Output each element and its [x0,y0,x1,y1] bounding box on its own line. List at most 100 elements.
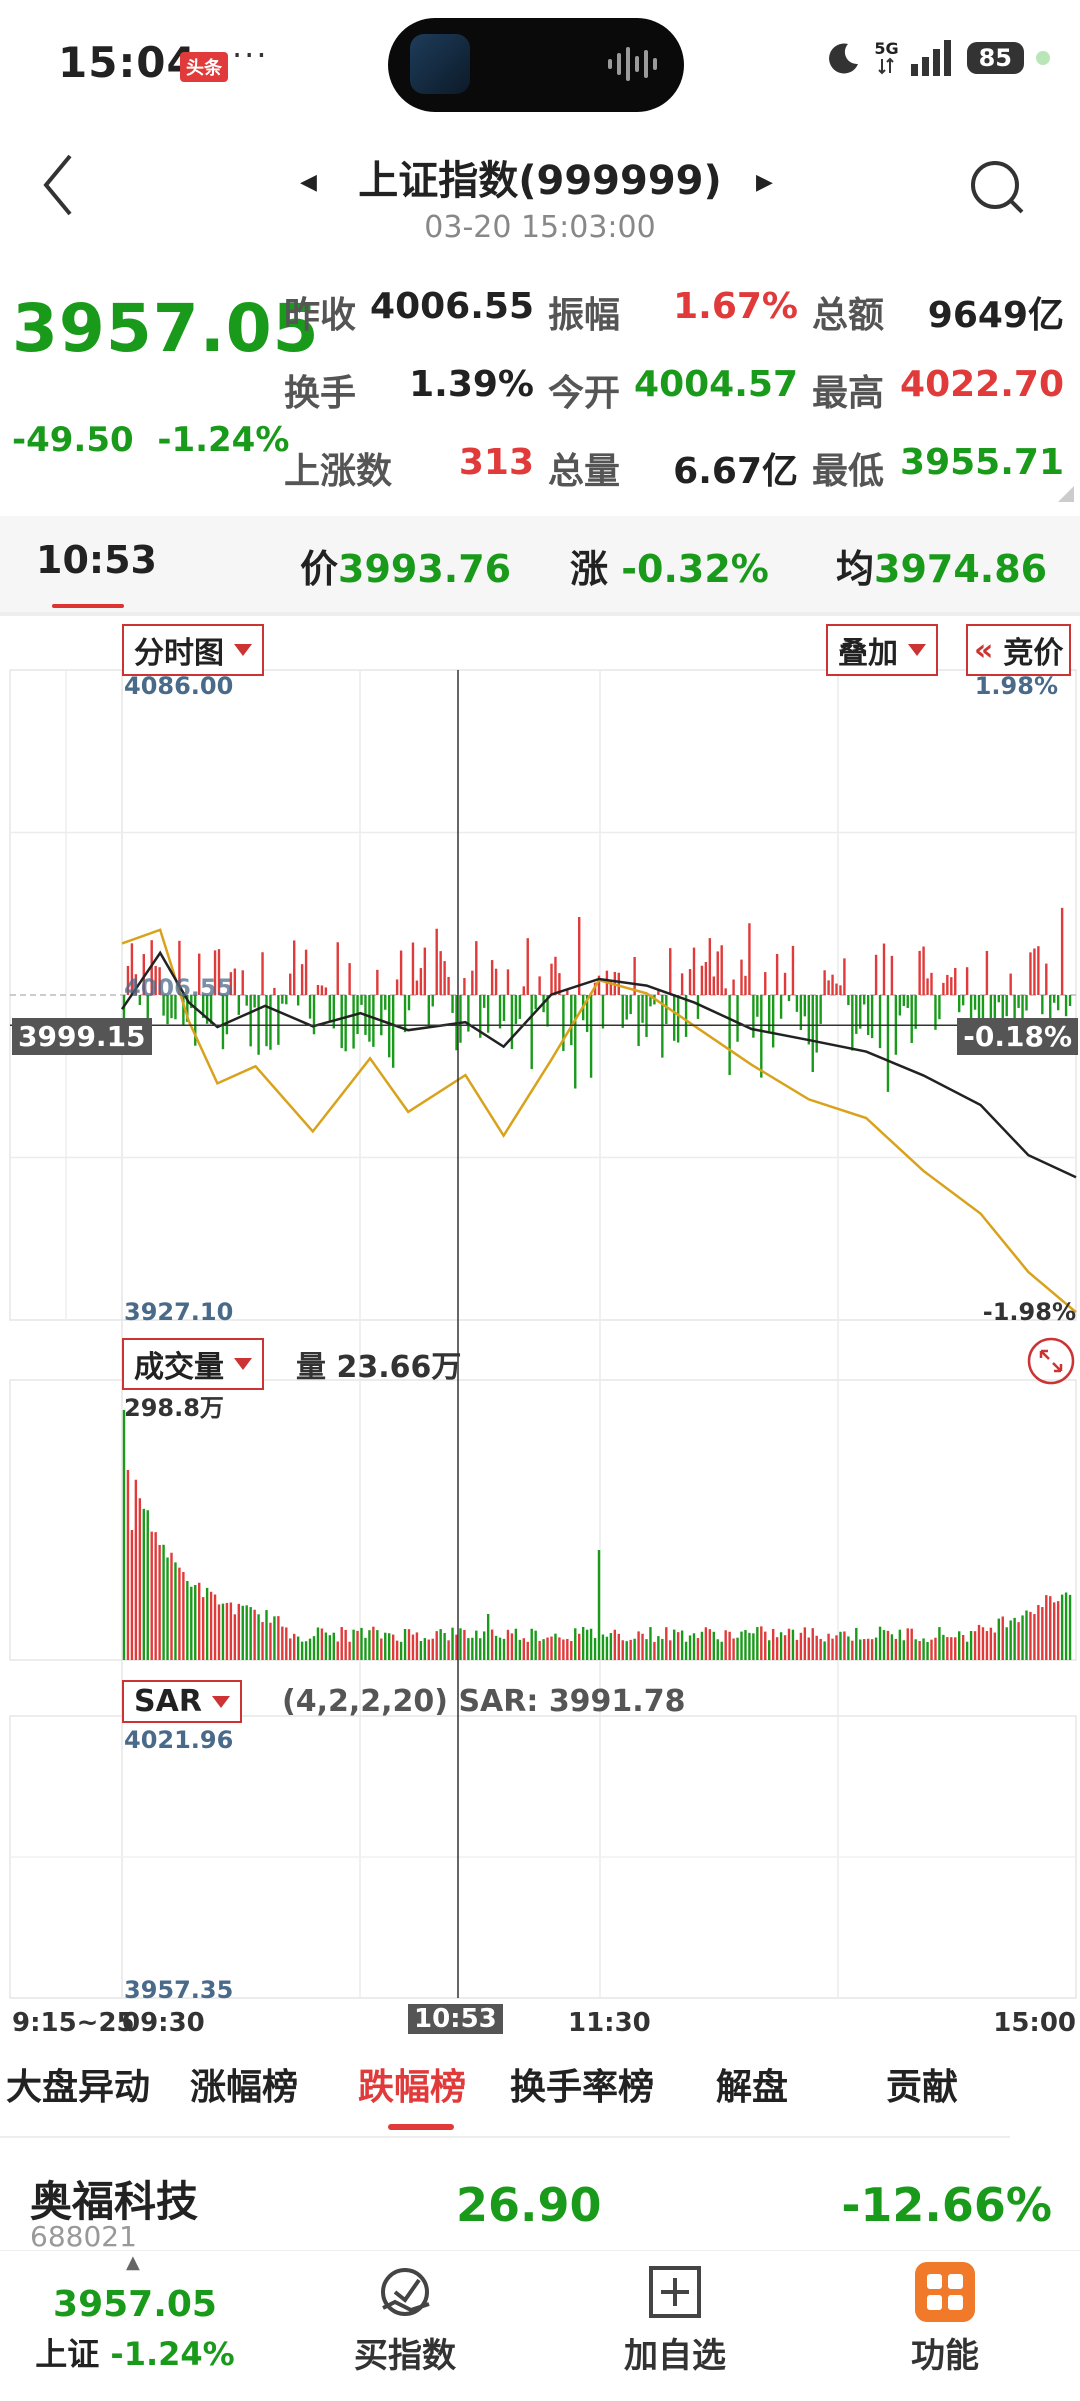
rank-tab-3[interactable]: 换手率榜 [510,2067,655,2108]
mini-index-name: 上证 [35,2335,100,2373]
toutiao-badge: 头条 [180,52,228,82]
auction-button[interactable]: « 竞价 [966,624,1072,676]
signal-icon [910,40,951,76]
quote-label: 振幅 [548,295,621,336]
chart-mode-dropdown[interactable]: 分时图 [122,624,264,676]
grid-apps-icon [915,2262,975,2322]
crosshair-price: 价3993.76 [300,538,511,593]
search-icon[interactable] [968,158,1026,216]
volume-axis-top: 298.8万 [124,1394,224,1422]
auction-label: 竞价 [1003,636,1064,671]
quote-value: 4022.70 [900,364,1064,405]
y-axis-top: 4086.00 [124,672,234,700]
moon-icon [829,43,859,74]
overlay-label: 叠加 [838,636,898,671]
privacy-dot-icon [1036,51,1050,65]
add-watchlist-button[interactable]: 加自选 [600,2262,750,2377]
sar-value-label: SAR: [458,1684,539,1719]
active-tab-underline [388,2124,454,2130]
quote-label: 总量 [548,451,621,492]
quote-value: 3955.71 [900,442,1064,483]
index-mini-quote[interactable]: 3957.05 上证 -1.24% [0,2284,270,2375]
intraday-chart[interactable] [0,620,1080,2010]
change-value: -49.50 [12,420,134,460]
quote-value: 1.39% [409,364,534,405]
crosshair-price-label: 价 [300,547,339,591]
add-watchlist-label: 加自选 [624,2336,726,2376]
current-price: 3957.05 [12,290,320,367]
volume-readout: 量 23.66万 [296,1342,461,1386]
volume-readout-value: 23.66万 [336,1350,462,1385]
back-icon[interactable] [36,150,80,220]
sar-axis-top: 4021.96 [124,1726,234,1754]
network-type-label: 5G [874,39,899,58]
rank-tab-5[interactable]: 贡献 [886,2067,959,2108]
mini-index-change: -1.24% [110,2335,235,2373]
stock-name: 奥福科技 [30,2177,199,2226]
quote-label: 上涨数 [284,451,393,492]
chevron-down-icon [211,1695,230,1708]
up-arrow-icon: ▲ [126,2252,140,2273]
next-index-icon[interactable]: ▶ [756,170,773,195]
overlay-dropdown[interactable]: 叠加 [826,624,938,676]
rank-tab-1[interactable]: 涨幅榜 [190,2067,299,2108]
quote-label: 最低 [812,451,885,492]
functions-button[interactable]: 功能 [870,2262,1020,2377]
prev-index-icon[interactable]: ◀ [300,170,317,195]
cursor-price-tag: 3999.15 [12,1018,152,1055]
crosshair-avg: 均3974.86 [836,538,1047,593]
price-change: -49.50 -1.24% [12,420,289,460]
volume-indicator-dropdown[interactable]: 成交量 [122,1338,264,1390]
volume-indicator-label: 成交量 [134,1350,224,1385]
buy-index-button[interactable]: 买指数 [330,2262,480,2377]
mini-index-price: 3957.05 [53,2284,217,2325]
expand-icon[interactable] [1026,1336,1076,1386]
pct-axis-top: 1.98% [974,672,1058,700]
volume-readout-label: 量 [296,1350,326,1385]
quote-label: 最高 [812,373,885,414]
time-axis-open: 09:30 [122,2008,205,2038]
quote-label: 换手 [284,373,357,414]
bottom-bar [0,2250,1080,2401]
price-line [120,950,1077,1179]
stock-code: 688021 [30,2220,137,2253]
divider [0,612,1080,616]
y-axis-mid: 4006.55 [124,974,234,1002]
buy-index-label: 买指数 [354,2336,456,2376]
chevron-down-icon [234,644,252,656]
audio-wave-icon [608,46,657,82]
divider [0,2136,1010,2138]
stock-change-percent: -12.66% [841,2178,1052,2232]
crosshair-time: 10:53 [36,538,157,582]
quote-value: 313 [458,442,534,483]
page-title: 上证指数(999999) [358,158,722,204]
double-chevron-left-icon: « [974,632,994,668]
more-notifications-icon: ··· [232,36,269,74]
quote-value: 1.67% [673,286,798,327]
time-axis-close: 15:00 [993,2008,1076,2038]
rank-tab-0[interactable]: 大盘异动 [6,2067,151,2108]
chevron-down-icon [908,644,926,656]
rank-tab-2[interactable]: 跌幅榜 [358,2067,467,2108]
avg-price-line [121,928,1077,1314]
sar-indicator-dropdown[interactable]: SAR [122,1680,242,1723]
crosshair-avg-value: 3974.86 [874,547,1048,591]
crosshair-info-bar [0,516,1080,612]
battery-level: 85 [966,42,1024,74]
pct-axis-bottom: -1.98% [982,1298,1076,1326]
time-axis-mid: 11:30 [568,2008,651,2038]
rank-tab-4[interactable]: 解盘 [716,2067,789,2108]
quote-value: 6.67亿 [673,451,798,492]
crosshair-change: 涨 -0.32% [570,538,769,593]
status-right: 5G 85 [826,40,1050,76]
change-percent: -1.24% [157,420,290,460]
time-axis-pre: 9:15~25 [12,2008,135,2038]
sar-indicator-label: SAR [134,1684,202,1719]
sar-readout: (4,2,2,20) SAR: 3991.78 [282,1684,685,1719]
stock-price: 26.90 [456,2178,602,2232]
add-square-icon [649,2266,701,2318]
quote-value: 4004.57 [634,364,798,405]
quote-label: 总额 [812,295,885,336]
time-axis-cursor: 10:53 [408,2004,503,2034]
chevron-down-icon [234,1358,252,1370]
